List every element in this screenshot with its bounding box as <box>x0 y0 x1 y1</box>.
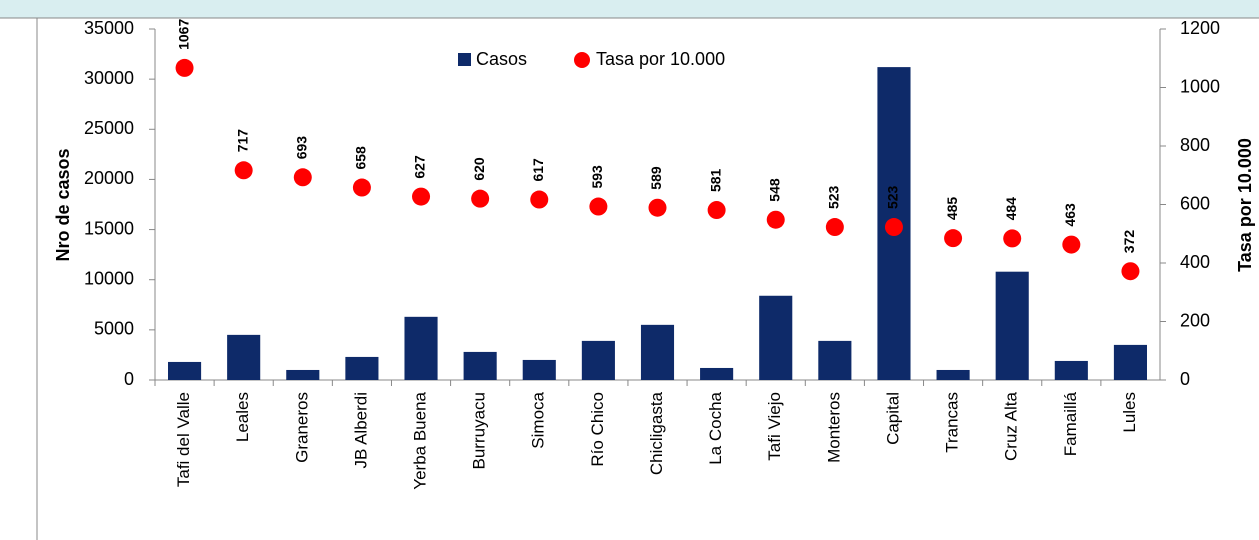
dot <box>234 161 253 180</box>
dot <box>1121 262 1140 281</box>
value-label: 372 <box>1121 230 1137 254</box>
value-label: 484 <box>1003 197 1019 221</box>
bar <box>286 369 320 380</box>
y-tick-label: 20000 <box>84 168 134 188</box>
value-label: 620 <box>471 157 487 181</box>
bar <box>463 351 497 380</box>
bar <box>936 369 970 380</box>
value-label: 589 <box>648 166 664 190</box>
dot <box>884 218 903 237</box>
dot <box>471 189 490 208</box>
dot <box>589 197 608 216</box>
legend-swatch <box>574 52 590 68</box>
x-tick-label: Leales <box>233 392 252 442</box>
y-tick-label: 25000 <box>84 118 134 138</box>
x-tick-label: Tafi Viejo <box>765 392 784 461</box>
title-band <box>0 0 1259 18</box>
value-label: 523 <box>826 185 842 209</box>
bar <box>345 356 379 380</box>
dot <box>1062 235 1081 254</box>
legend-label: Tasa por 10.000 <box>596 49 725 69</box>
bar <box>404 316 438 380</box>
value-label: 581 <box>707 168 723 192</box>
y2-tick-label: 400 <box>1180 252 1210 272</box>
dot <box>412 187 431 206</box>
dot <box>293 168 312 187</box>
dot <box>175 58 194 77</box>
bar <box>168 361 202 380</box>
y-tick-label: 35000 <box>84 18 134 38</box>
y2-tick-label: 600 <box>1180 193 1210 213</box>
x-tick-label: Capital <box>883 392 902 445</box>
x-tick-label: Río Chico <box>588 392 607 467</box>
dot <box>707 201 726 220</box>
bar <box>818 340 852 380</box>
dot <box>530 190 549 209</box>
x-tick-label: Famaillá <box>1061 391 1080 456</box>
bar <box>227 334 261 380</box>
value-label: 463 <box>1062 203 1078 227</box>
y-tick-label: 5000 <box>94 319 134 339</box>
y2-tick-label: 800 <box>1180 135 1210 155</box>
x-tick-label: Trancas <box>943 392 962 453</box>
y2-axis-title: Tasa por 10.000 <box>1235 138 1255 272</box>
value-label: 523 <box>885 185 901 209</box>
y2-tick-label: 200 <box>1180 310 1210 330</box>
value-label: 627 <box>412 155 428 179</box>
bar <box>995 271 1029 380</box>
bar <box>700 367 734 380</box>
value-label: 658 <box>353 146 369 170</box>
x-tick-label: Graneros <box>292 392 311 463</box>
value-label: 485 <box>944 197 960 221</box>
x-tick-label: Lules <box>1120 392 1139 433</box>
x-tick-label: La Cocha <box>706 391 725 464</box>
y-tick-label: 15000 <box>84 218 134 238</box>
x-tick-label: Tafi del Valle <box>174 392 193 487</box>
legend-label: Casos <box>476 49 527 69</box>
x-tick-label: Cruz Alta <box>1002 391 1021 461</box>
dot <box>766 210 785 229</box>
y2-tick-label: 1200 <box>1180 18 1220 38</box>
x-tick-label: JB Alberdi <box>351 392 370 469</box>
value-label: 617 <box>530 158 546 182</box>
value-label: 1067 <box>175 19 191 50</box>
y-tick-label: 30000 <box>84 68 134 88</box>
value-label: 717 <box>234 129 250 153</box>
dot <box>944 229 963 248</box>
y-axis-title: Nro de casos <box>53 148 73 261</box>
y2-tick-label: 1000 <box>1180 76 1220 96</box>
value-label: 693 <box>293 136 309 160</box>
legend-swatch <box>458 53 471 66</box>
bar <box>522 359 556 380</box>
y-tick-label: 10000 <box>84 268 134 288</box>
value-label: 593 <box>589 165 605 189</box>
dot <box>825 218 844 237</box>
bar <box>640 324 675 380</box>
dot <box>1003 229 1022 248</box>
x-tick-label: Monteros <box>824 392 843 463</box>
dot <box>648 198 667 217</box>
bar <box>1113 344 1147 380</box>
y-tick-label: 0 <box>124 369 134 389</box>
value-label: 548 <box>766 178 782 202</box>
bar <box>759 295 793 380</box>
x-tick-label: Yerba Buena <box>411 391 430 489</box>
dot <box>352 178 371 197</box>
bar <box>1054 360 1088 380</box>
x-tick-label: Simoca <box>529 391 548 448</box>
x-tick-label: Burruyacu <box>470 392 489 469</box>
y2-tick-label: 0 <box>1180 369 1190 389</box>
bar <box>581 340 615 380</box>
x-tick-label: Chicligasta <box>647 391 666 475</box>
